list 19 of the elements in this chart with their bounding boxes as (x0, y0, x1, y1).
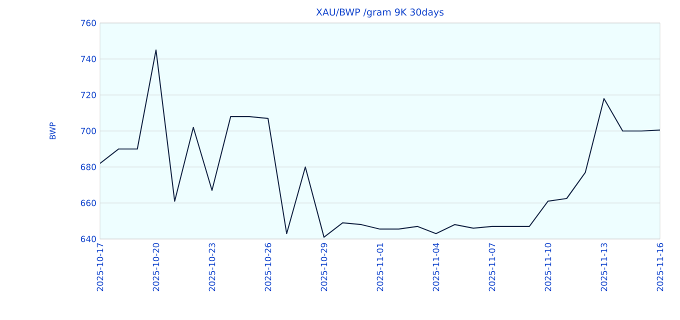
x-tick-label: 2025-11-13 (600, 243, 608, 292)
y-tick-label: 660 (80, 200, 96, 206)
x-tick-label: 2025-11-04 (432, 243, 440, 292)
x-tick-label: 2025-10-23 (208, 243, 216, 292)
y-tick-label: 680 (80, 164, 96, 170)
x-tick-label: 2025-11-10 (544, 243, 552, 292)
y-tick-label: 760 (81, 20, 96, 26)
x-tick-label: 2025-10-29 (320, 243, 328, 292)
y-tick-label: 700 (81, 128, 96, 134)
y-tick-label: 720 (81, 92, 96, 98)
x-tick-label: 2025-11-01 (376, 243, 384, 292)
x-tick-label: 2025-10-17 (96, 243, 104, 292)
y-tick-label: 740 (81, 56, 96, 62)
x-tick-label: 2025-11-16 (656, 243, 664, 292)
x-tick-label: 2025-11-07 (488, 243, 496, 292)
chart-title: XAU/BWP /gram 9K 30days (316, 8, 444, 18)
x-tick-label: 2025-10-20 (152, 243, 160, 292)
y-tick-label: 640 (80, 236, 96, 242)
x-tick-label: 2025-10-26 (264, 243, 272, 292)
